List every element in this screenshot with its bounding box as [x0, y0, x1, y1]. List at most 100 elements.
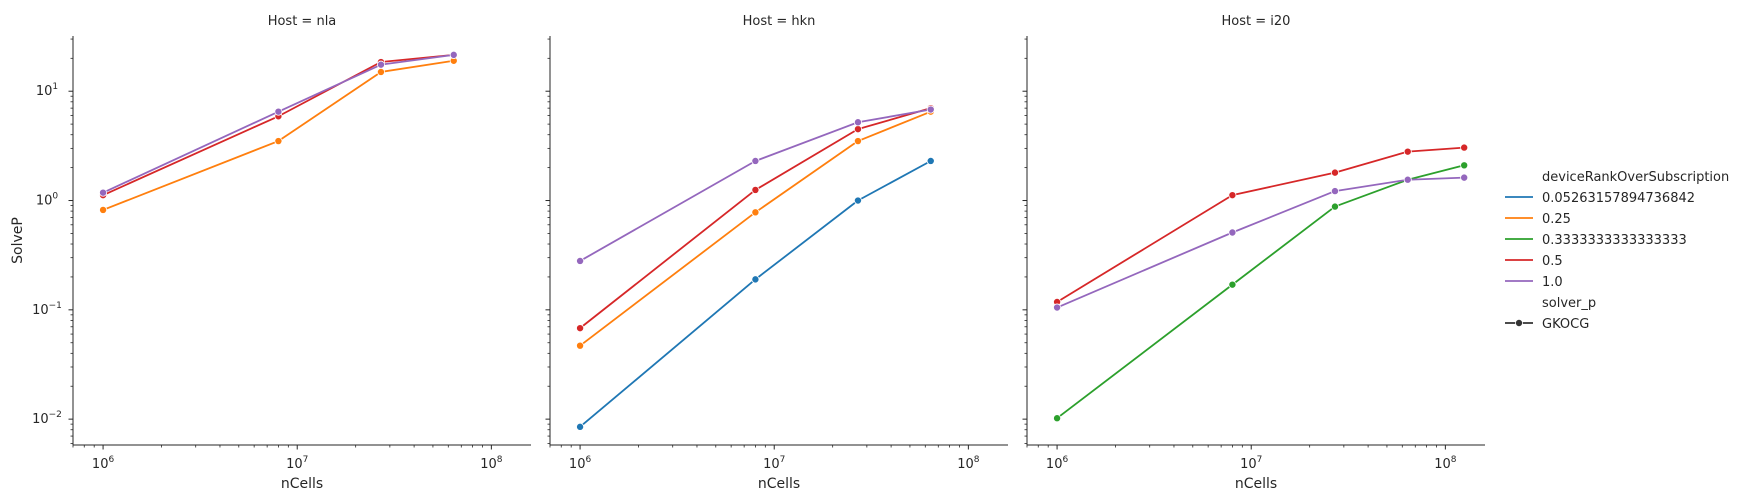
- data-point: [576, 324, 585, 333]
- x-axis-label: nCells: [758, 476, 800, 492]
- data-point: [1403, 147, 1412, 156]
- data-point: [1330, 187, 1339, 196]
- data-point: [926, 156, 935, 165]
- x-tick-label: 108: [1434, 455, 1457, 472]
- data-point: [853, 137, 862, 146]
- data-point: [449, 50, 458, 59]
- legend-item: 0.5: [1505, 254, 1563, 269]
- data-point: [576, 341, 585, 350]
- data-point: [576, 256, 585, 265]
- x-tick-exponent: 6: [585, 455, 591, 465]
- legend-label: 0.5: [1542, 254, 1563, 269]
- legend-label: 0.3333333333333333: [1542, 233, 1687, 248]
- y-tick-base: 10: [36, 84, 53, 99]
- x-tick-exponent: 6: [1062, 455, 1068, 465]
- data-point: [853, 118, 862, 127]
- x-axis-label: nCells: [1235, 476, 1277, 492]
- series-line: [579, 160, 932, 428]
- legend-item: 0.05263157894736842: [1505, 191, 1695, 206]
- series-0.25: [576, 107, 935, 350]
- x-tick-label: 106: [92, 455, 115, 472]
- data-point: [99, 188, 108, 197]
- x-tick-label: 107: [286, 455, 308, 472]
- series-0.05263157894736842: [576, 156, 935, 431]
- series-1.0: [576, 105, 935, 265]
- data-point: [1330, 168, 1339, 177]
- x-tick-base: 10: [1434, 457, 1451, 472]
- series-0.3333333333333333: [1053, 161, 1469, 423]
- x-tick-label: 108: [957, 455, 980, 472]
- data-point: [1053, 414, 1062, 423]
- y-tick-label: 101: [36, 82, 58, 99]
- data-point: [751, 275, 760, 284]
- x-tick-base: 10: [92, 457, 109, 472]
- series-line: [1056, 164, 1465, 419]
- legend-item: GKOCG: [1505, 317, 1589, 332]
- x-tick-exponent: 8: [497, 455, 503, 465]
- series-line: [579, 108, 931, 262]
- data-point: [751, 185, 760, 194]
- data-point: [1228, 228, 1237, 237]
- legend-label: 1.0: [1542, 275, 1563, 290]
- series-line: [102, 53, 454, 194]
- legend-label: 0.25: [1542, 212, 1571, 227]
- x-tick-label: 107: [763, 455, 785, 472]
- series-1.0: [1053, 173, 1469, 312]
- x-tick-exponent: 7: [1257, 455, 1263, 465]
- data-point: [1460, 143, 1469, 152]
- data-point: [751, 208, 760, 217]
- legend-item: 0.25: [1505, 212, 1571, 227]
- x-tick-label: 107: [1240, 455, 1262, 472]
- series-1.0: [99, 50, 458, 197]
- x-tick-exponent: 8: [974, 455, 980, 465]
- x-tick-exponent: 6: [108, 455, 114, 465]
- legend-item: 0.3333333333333333: [1505, 233, 1687, 248]
- x-tick-base: 10: [763, 457, 780, 472]
- data-point: [853, 125, 862, 134]
- y-tick-base: 10: [32, 303, 49, 318]
- data-point: [1460, 173, 1469, 182]
- x-tick-base: 10: [480, 457, 497, 472]
- data-point: [376, 67, 385, 76]
- y-tick-label: 10−1: [32, 301, 62, 318]
- x-tick-label: 106: [569, 455, 592, 472]
- series-0.5: [99, 50, 458, 200]
- data-point: [1053, 303, 1062, 312]
- x-tick-label: 108: [480, 455, 503, 472]
- series-line: [1056, 146, 1465, 303]
- data-point: [576, 422, 585, 431]
- series-line: [102, 53, 454, 196]
- series-0.5: [576, 104, 935, 333]
- series-line: [579, 107, 931, 329]
- data-point: [1460, 161, 1469, 170]
- y-tick-exponent: −1: [49, 301, 62, 311]
- y-tick-base: 10: [36, 194, 53, 209]
- panel-title: Host = i20: [1222, 14, 1291, 29]
- panel-title: Host = hkn: [743, 14, 816, 29]
- legend-hue-title: deviceRankOverSubscription: [1542, 170, 1729, 185]
- y-tick-base: 10: [32, 412, 49, 427]
- series-line: [102, 59, 454, 211]
- x-tick-base: 10: [569, 457, 586, 472]
- chart-legend: deviceRankOverSubscription 0.052631578947…: [1505, 170, 1729, 332]
- y-tick-label: 100: [36, 192, 59, 209]
- legend-label: GKOCG: [1542, 317, 1589, 332]
- data-point: [1228, 280, 1237, 289]
- legend-style-title: solver_p: [1542, 296, 1596, 311]
- data-point: [853, 196, 862, 205]
- series-0.5: [1053, 143, 1469, 306]
- x-tick-base: 10: [1046, 457, 1063, 472]
- series-line: [579, 110, 932, 347]
- x-tick-label: 106: [1046, 455, 1069, 472]
- x-tick-exponent: 7: [780, 455, 786, 465]
- y-axis-label: SolveP: [10, 217, 26, 264]
- x-tick-base: 10: [1240, 457, 1257, 472]
- data-point: [751, 156, 760, 165]
- data-point: [926, 105, 935, 114]
- data-point: [274, 107, 283, 116]
- data-point: [1330, 202, 1339, 211]
- legend-label: 0.05263157894736842: [1542, 191, 1695, 206]
